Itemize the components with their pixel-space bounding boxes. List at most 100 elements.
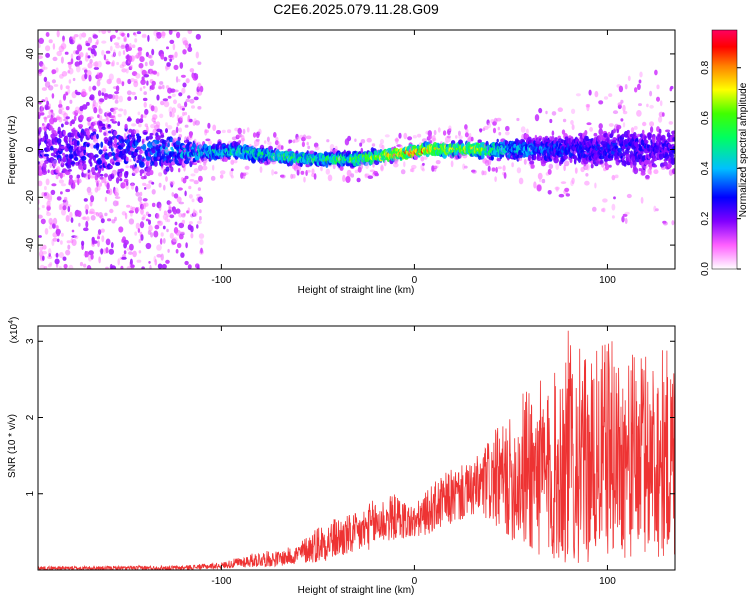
colorbar-gradient xyxy=(711,29,738,270)
heatmap-cell xyxy=(178,222,185,229)
heatmap-cell xyxy=(68,67,74,75)
heatmap-cell xyxy=(103,146,107,152)
heatmap-cell xyxy=(172,43,176,51)
heatmap-cell xyxy=(108,248,115,255)
heatmap-cell xyxy=(105,266,109,269)
heatmap-cell xyxy=(61,232,64,237)
heatmap-cell xyxy=(671,130,675,135)
heatmap-cell xyxy=(160,53,165,60)
heatmap-cell xyxy=(142,85,146,89)
heatmap-cell xyxy=(185,78,190,84)
snr-panel: -100 0 100 123 Height of straight line (km… xyxy=(7,317,676,596)
heatmap-cell xyxy=(38,37,44,45)
heatmap-cell xyxy=(212,124,217,131)
heatmap-cell xyxy=(602,207,606,213)
heatmap-cell xyxy=(437,127,441,133)
heatmap-cell xyxy=(107,124,111,128)
heatmap-cell xyxy=(136,135,141,141)
heatmap-cell xyxy=(155,134,161,141)
heatmap-cell xyxy=(62,155,67,163)
heatmap-cell xyxy=(477,139,482,143)
y-tick-label: 40 xyxy=(25,48,36,60)
snr-x-ticks: -100 0 100 xyxy=(211,326,616,587)
heatmap-cell xyxy=(574,167,578,174)
heatmap-cell xyxy=(136,259,142,263)
heatmap-cell xyxy=(158,182,162,188)
heatmap-cell xyxy=(97,90,102,97)
heatmap-cell xyxy=(126,204,131,208)
heatmap-cells xyxy=(38,30,675,269)
heatmap-cell xyxy=(143,91,147,95)
heatmap-cell xyxy=(240,138,246,142)
heatmap-cell xyxy=(56,30,60,38)
heatmap-cell xyxy=(153,120,157,125)
heatmap-cell xyxy=(131,91,136,96)
heatmap-cell xyxy=(168,106,173,114)
heatmap-cell xyxy=(106,118,110,123)
heatmap-cell xyxy=(83,146,86,150)
heatmap-cell xyxy=(199,85,204,93)
heatmap-cell xyxy=(191,105,195,109)
heatmap-cell xyxy=(573,158,577,165)
heatmap-cell xyxy=(120,265,124,269)
heatmap-cell xyxy=(242,128,246,135)
snr-series-line xyxy=(38,330,675,570)
heatmap-cell xyxy=(77,124,84,128)
heatmap-cell xyxy=(525,128,529,135)
heatmap-cell xyxy=(42,244,47,250)
heatmap-cell xyxy=(69,154,75,159)
heatmap-cell xyxy=(166,228,169,233)
figure-title: C2E6.2025.079.11.28.G09 xyxy=(273,1,439,17)
heatmap-cell xyxy=(110,137,113,144)
x-tick-label: 100 xyxy=(599,576,616,587)
heatmap-cell xyxy=(100,218,105,224)
heatmap-cell xyxy=(65,215,70,222)
heatmap-cell xyxy=(334,145,338,152)
heatmap-cell xyxy=(624,149,630,154)
heatmap-cell xyxy=(41,87,48,91)
heatmap-cell xyxy=(84,251,90,258)
heatmap-cell xyxy=(549,118,553,124)
heatmap-cell xyxy=(258,128,262,135)
x-tick-label: 0 xyxy=(412,275,418,286)
heatmap-cell xyxy=(230,175,234,179)
heatmap-cell xyxy=(638,79,642,84)
heatmap-cell xyxy=(621,215,625,223)
heatmap-cell xyxy=(122,50,126,55)
heatmap-cell xyxy=(125,171,129,176)
heatmap-cell xyxy=(87,62,93,69)
heatmap-cell xyxy=(94,60,99,68)
heatmap-cell xyxy=(96,185,101,191)
heatmap-cell xyxy=(82,163,87,169)
heatmap-cell xyxy=(358,164,364,170)
heatmap-cell xyxy=(125,180,129,186)
heatmap-cell xyxy=(112,151,115,157)
heatmap-cell xyxy=(124,212,128,220)
heatmap-cell xyxy=(156,72,160,77)
heatmap-cell xyxy=(111,60,115,67)
heatmap-cell xyxy=(670,157,675,161)
heatmap-cell xyxy=(267,141,272,146)
heatmap-cell xyxy=(620,118,624,122)
heatmap-cell xyxy=(72,182,76,189)
heatmap-cell xyxy=(65,116,70,120)
heatmap-cell xyxy=(130,78,135,82)
heatmap-cell xyxy=(618,85,624,93)
heatmap-cell xyxy=(167,142,170,148)
heatmap-cell xyxy=(112,115,116,122)
heatmap-cell xyxy=(494,176,497,183)
heatmap-cell xyxy=(85,130,90,136)
x-tick-label: 100 xyxy=(599,275,616,286)
heatmap-cell xyxy=(123,133,127,138)
heatmap-cell xyxy=(138,238,142,244)
heatmap-cell xyxy=(42,255,45,261)
heatmap-cell xyxy=(398,132,402,139)
heatmap-cell xyxy=(187,30,193,35)
heatmap-cell xyxy=(167,200,172,205)
heatmap-cell xyxy=(158,86,163,90)
y-tick-label: 20 xyxy=(25,96,36,108)
heatmap-cell xyxy=(176,122,180,127)
heatmap-cell xyxy=(99,215,104,220)
heatmap-cell xyxy=(76,174,81,179)
heatmap-cell xyxy=(379,138,385,145)
